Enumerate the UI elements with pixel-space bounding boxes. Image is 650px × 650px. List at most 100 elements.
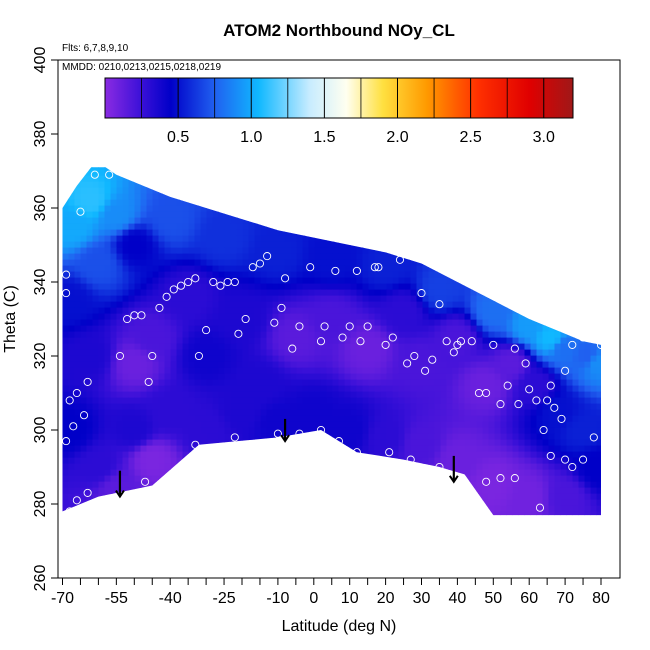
heatmap-cell [380,319,387,326]
heatmap-cell [188,241,195,248]
heatmap-cell [374,427,381,434]
heatmap-cell [530,361,537,368]
heatmap-cell [104,175,111,182]
heatmap-cell [344,229,351,236]
heatmap-cell [218,337,225,344]
heatmap-cell [176,379,183,386]
heatmap-cell [434,235,441,242]
heatmap-cell [254,361,261,368]
heatmap-cell [260,181,267,188]
heatmap-cell [482,469,489,476]
heatmap-cell [482,463,489,470]
heatmap-cell [536,247,543,254]
heatmap-cell [470,439,477,446]
heatmap-cell [272,391,279,398]
heatmap-cell [572,199,579,206]
heatmap-cell [308,355,315,362]
heatmap-cell [296,361,303,368]
heatmap-cell [476,217,483,224]
heatmap-cell [236,169,243,176]
heatmap-cell [272,307,279,314]
heatmap-cell [404,301,411,308]
heatmap-cell [548,169,555,176]
heatmap-cell [98,397,105,404]
heatmap-cell [470,409,477,416]
heatmap-cell [212,301,219,308]
heatmap-cell [68,253,75,260]
heatmap-cell [458,217,465,224]
heatmap-cell [254,313,261,320]
heatmap-cell [182,181,189,188]
heatmap-cell [158,397,165,404]
heatmap-cell [500,175,507,182]
heatmap-cell [284,469,291,476]
heatmap-cell [362,253,369,260]
heatmap-cell [158,469,165,476]
heatmap-cell [284,415,291,422]
heatmap-cell [242,409,249,416]
heatmap-cell [200,175,207,182]
heatmap-cell [578,391,585,398]
heatmap-cell [344,181,351,188]
heatmap-cell [368,277,375,284]
heatmap-cell [278,253,285,260]
heatmap-cell [182,469,189,476]
heatmap-cell [494,373,501,380]
heatmap-cell [206,193,213,200]
heatmap-cell [98,343,105,350]
heatmap-cell [506,325,513,332]
heatmap-cell [518,325,525,332]
heatmap-cell [308,313,315,320]
heatmap-cell [152,337,159,344]
heatmap-cell [314,403,321,410]
heatmap-cell [362,361,369,368]
heatmap-cell [290,193,297,200]
heatmap-cell [434,367,441,374]
heatmap-cell [584,223,591,230]
heatmap-cell [218,463,225,470]
heatmap-cell [368,439,375,446]
heatmap-cell [524,349,531,356]
heatmap-cell [284,271,291,278]
heatmap-cell [260,169,267,176]
heatmap-cell [200,475,207,482]
heatmap-cell [386,187,393,194]
heatmap-cell [110,433,117,440]
heatmap-cell [344,259,351,266]
heatmap-cell [500,235,507,242]
heatmap-cell [308,463,315,470]
heatmap-cell [182,319,189,326]
heatmap-cell [242,325,249,332]
heatmap-cell [536,409,543,416]
heatmap-cell [434,271,441,278]
heatmap-cell [344,475,351,482]
heatmap-cell [74,367,81,374]
heatmap-cell [92,475,99,482]
heatmap-cell [434,475,441,482]
heatmap-cell [464,211,471,218]
heatmap-cell [230,169,237,176]
heatmap-cell [140,397,147,404]
heatmap-cell [482,205,489,212]
heatmap-cell [470,481,477,488]
heatmap-cell [494,253,501,260]
heatmap-cell [470,361,477,368]
heatmap-cell [440,289,447,296]
heatmap-cell [302,277,309,284]
heatmap-cell [476,373,483,380]
heatmap-cell [290,391,297,398]
heatmap-cell [458,385,465,392]
heatmap-cell [128,301,135,308]
heatmap-cell [374,229,381,236]
heatmap-cell [422,451,429,458]
heatmap-cell [374,403,381,410]
heatmap-cell [428,355,435,362]
heatmap-cell [158,421,165,428]
heatmap-cell [356,457,363,464]
heatmap-cell [386,277,393,284]
heatmap-cell [458,235,465,242]
heatmap-cell [254,475,261,482]
heatmap-cell [350,235,357,242]
heatmap-cell [104,217,111,224]
heatmap-cell [314,379,321,386]
